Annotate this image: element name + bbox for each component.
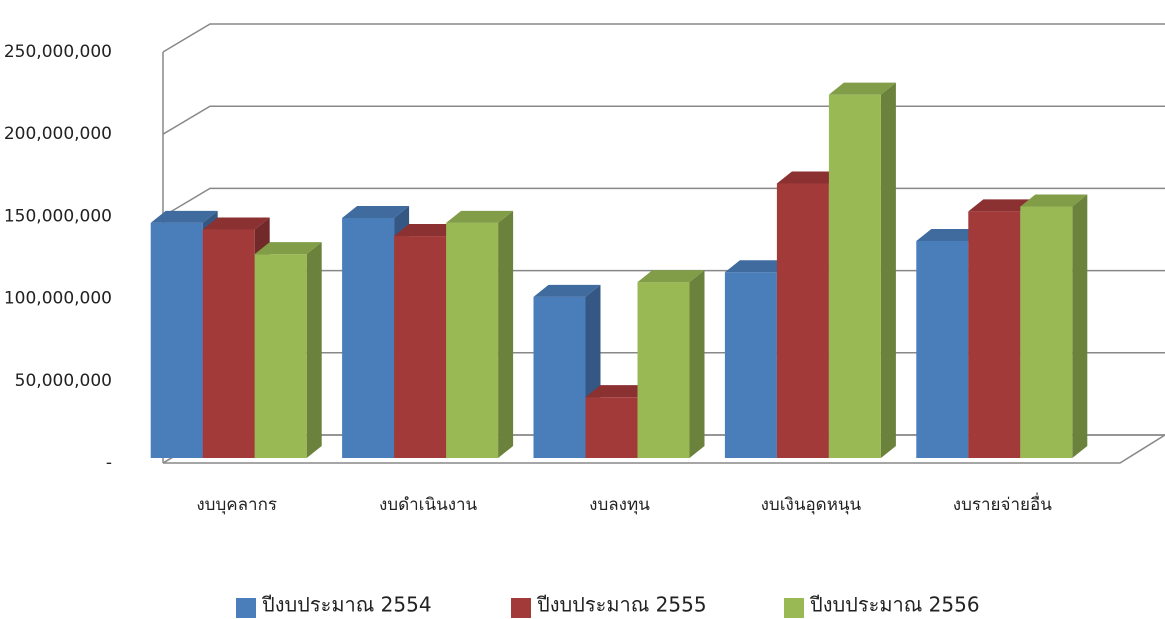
x-tick-label: งบบุคลากร [196, 495, 277, 515]
bar [1020, 194, 1088, 458]
bar-side [1072, 194, 1088, 458]
x-tick-label: งบเงินอุดหนุน [761, 495, 862, 515]
bar-top [150, 210, 218, 223]
bar-side [306, 242, 322, 458]
bar-top [828, 82, 896, 95]
bar-top [585, 385, 653, 398]
bar-top [776, 171, 844, 184]
y-tick-label: 50,000,000 [15, 371, 112, 391]
bar-top [724, 260, 792, 273]
bar-top [533, 284, 601, 297]
y-tick-label: 150,000,000 [4, 206, 112, 226]
bar-top [342, 205, 410, 218]
legend-item: ปีงบประมาณ 2556 [784, 593, 980, 618]
bar-top [1020, 194, 1088, 207]
bar-front [828, 94, 881, 459]
bar [828, 82, 896, 459]
legend-swatch [511, 598, 531, 618]
x-tick-label: งบลงทุน [589, 495, 650, 515]
bar-front [202, 229, 255, 458]
bar-front [342, 217, 395, 458]
legend-label: ปีงบประมาณ 2556 [810, 593, 980, 617]
bar-top [968, 199, 1036, 212]
x-tick-label: งบดำเนินงาน [379, 495, 478, 515]
bar-front [254, 254, 307, 458]
bar-top [254, 242, 322, 255]
y-tick-label: 250,000,000 [4, 42, 112, 62]
bar-top [916, 228, 984, 241]
grid-line [162, 105, 1165, 135]
bar-front [585, 397, 638, 458]
legend-label: ปีงบประมาณ 2554 [262, 593, 432, 617]
bar-front [637, 282, 690, 458]
bar-front [968, 211, 1021, 458]
bar [585, 385, 653, 458]
bar-front [916, 240, 969, 458]
bar-front [394, 236, 447, 458]
bar-side [689, 270, 705, 458]
bar-front [533, 296, 586, 458]
bar [254, 242, 322, 458]
bar-front [150, 222, 203, 458]
bar-top [637, 270, 705, 283]
legend-swatch [784, 598, 804, 618]
y-tick-label: - [106, 453, 112, 473]
bar-front [1020, 206, 1073, 458]
bar [446, 210, 514, 458]
bar-front [446, 222, 499, 458]
floor-front [163, 434, 1165, 464]
legend-item: ปีงบประมาณ 2554 [236, 593, 432, 618]
legend-swatch [236, 598, 256, 618]
legend-item: ปีงบประมาณ 2555 [511, 593, 707, 618]
legend-label: ปีงบประมาณ 2555 [537, 593, 707, 617]
bar-front [776, 183, 829, 458]
bar [533, 284, 601, 458]
bar-top [394, 224, 462, 237]
bar [637, 270, 705, 458]
y-tick-label: 200,000,000 [4, 124, 112, 144]
grid-line [162, 23, 1165, 53]
bar-side [498, 210, 514, 458]
y-tick-label: 100,000,000 [4, 289, 112, 309]
bar-front [724, 272, 777, 458]
x-tick-label: งบรายจ่ายอื่น [953, 492, 1052, 515]
bar-side [880, 82, 896, 459]
bar-top [202, 217, 270, 230]
bar-top [446, 210, 514, 223]
